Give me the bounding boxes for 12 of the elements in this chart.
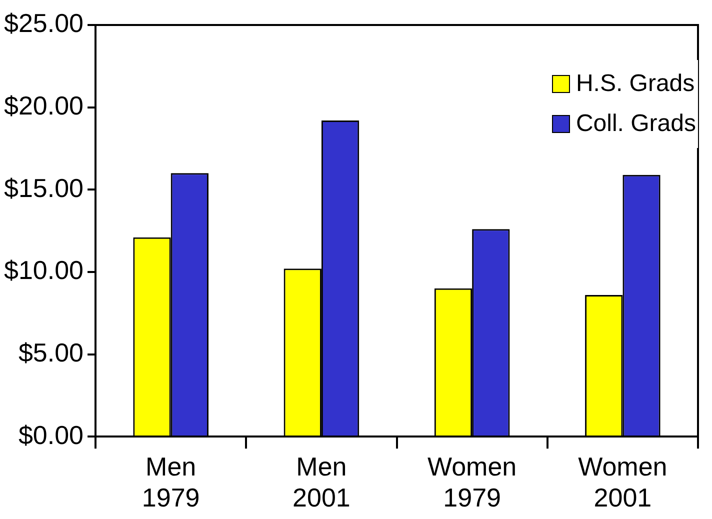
x-tick-label: Women 2001 [578, 451, 668, 513]
x-tick-label: Women 1979 [428, 451, 517, 513]
y-tick-label: $25.00 [4, 8, 84, 38]
y-tick-label: $0.00 [18, 420, 84, 450]
legend-label: Coll. Grads [576, 109, 696, 139]
y-tick-label: $15.00 [4, 172, 84, 203]
x-tick-label: Men 2001 [292, 451, 350, 513]
y-tick-label: $20.00 [4, 90, 84, 120]
y-tick-label: $10.00 [4, 255, 84, 286]
legend-label: H.S. Grads [576, 69, 695, 99]
x-tick-label: Men 1979 [142, 451, 200, 513]
y-tick-label: $5.00 [18, 337, 84, 368]
